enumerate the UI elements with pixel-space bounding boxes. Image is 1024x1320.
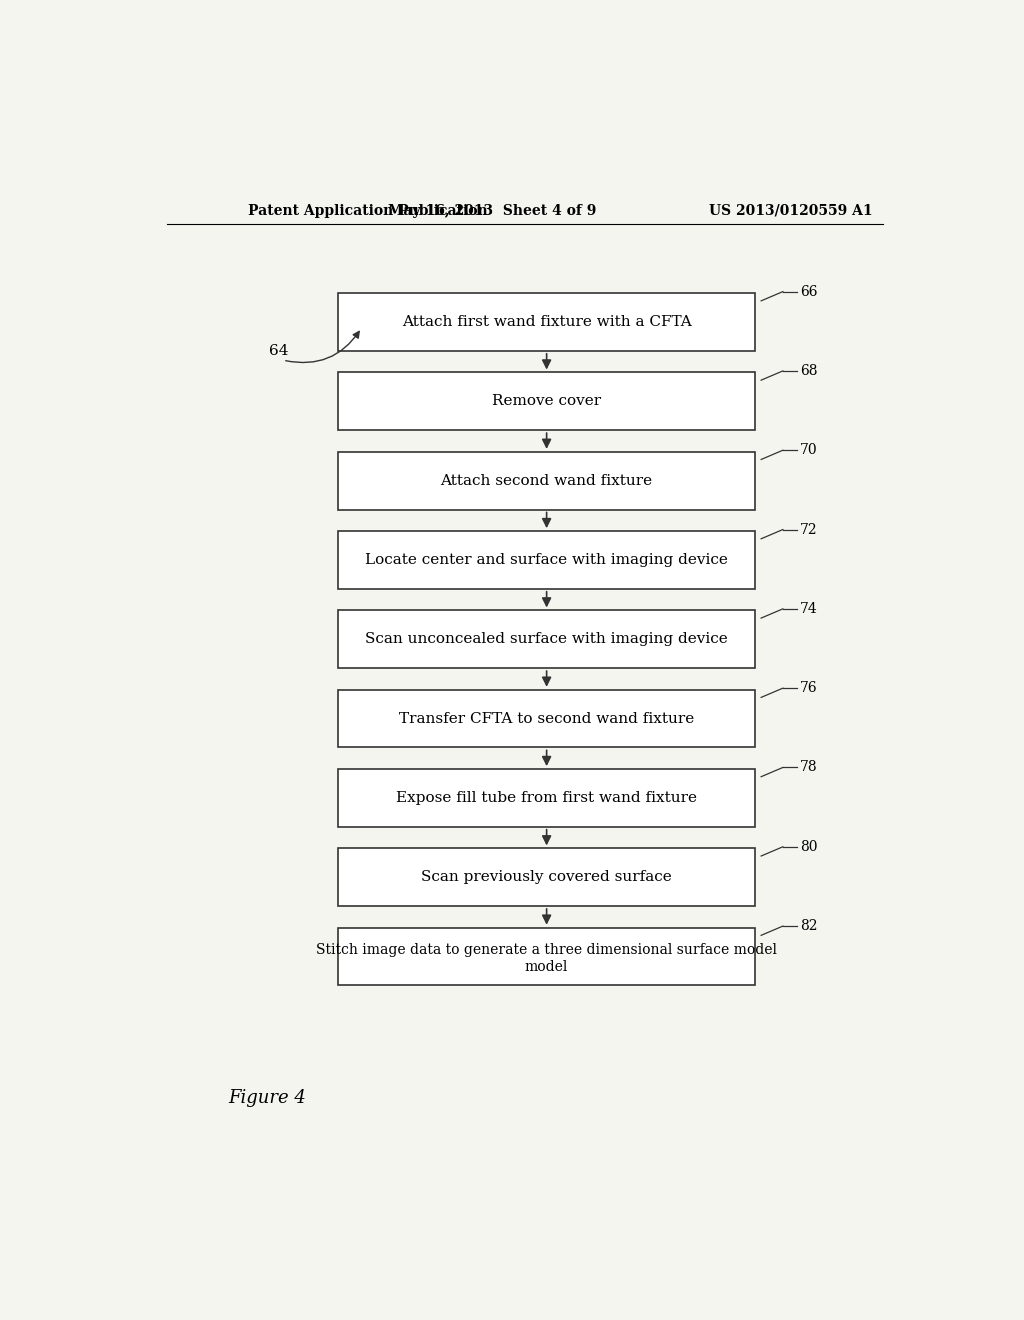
Bar [338, 372, 755, 430]
Bar [338, 928, 755, 985]
Text: Patent Application Publication: Patent Application Publication [248, 203, 487, 218]
Bar [338, 689, 755, 747]
Text: Scan unconcealed surface with imaging device: Scan unconcealed surface with imaging de… [366, 632, 728, 647]
Text: 74: 74 [800, 602, 817, 616]
Text: 68: 68 [800, 364, 817, 378]
Text: Stitch image data to generate a three dimensional surface model: Stitch image data to generate a three di… [316, 942, 777, 957]
Text: 78: 78 [800, 760, 817, 775]
Text: 72: 72 [800, 523, 817, 536]
Text: Attach first wand fixture with a CFTA: Attach first wand fixture with a CFTA [401, 315, 691, 329]
Bar [338, 451, 755, 510]
Bar [338, 770, 755, 826]
Bar [338, 849, 755, 906]
Text: Figure 4: Figure 4 [228, 1089, 306, 1106]
Text: Remove cover: Remove cover [493, 395, 601, 408]
Bar [338, 610, 755, 668]
Text: 82: 82 [800, 919, 817, 933]
Bar [338, 293, 755, 351]
Text: Transfer CFTA to second wand fixture: Transfer CFTA to second wand fixture [399, 711, 694, 726]
Text: 64: 64 [269, 345, 289, 358]
Text: May 16, 2013  Sheet 4 of 9: May 16, 2013 Sheet 4 of 9 [388, 203, 596, 218]
Text: Attach second wand fixture: Attach second wand fixture [440, 474, 652, 487]
Text: 76: 76 [800, 681, 817, 696]
Text: US 2013/0120559 A1: US 2013/0120559 A1 [709, 203, 872, 218]
Text: 66: 66 [800, 285, 817, 298]
Text: Expose fill tube from first wand fixture: Expose fill tube from first wand fixture [396, 791, 697, 805]
Text: model: model [525, 960, 568, 974]
Text: Locate center and surface with imaging device: Locate center and surface with imaging d… [366, 553, 728, 568]
Text: 80: 80 [800, 840, 817, 854]
Bar [338, 531, 755, 589]
Text: Scan previously covered surface: Scan previously covered surface [421, 870, 672, 884]
Text: 70: 70 [800, 444, 817, 457]
